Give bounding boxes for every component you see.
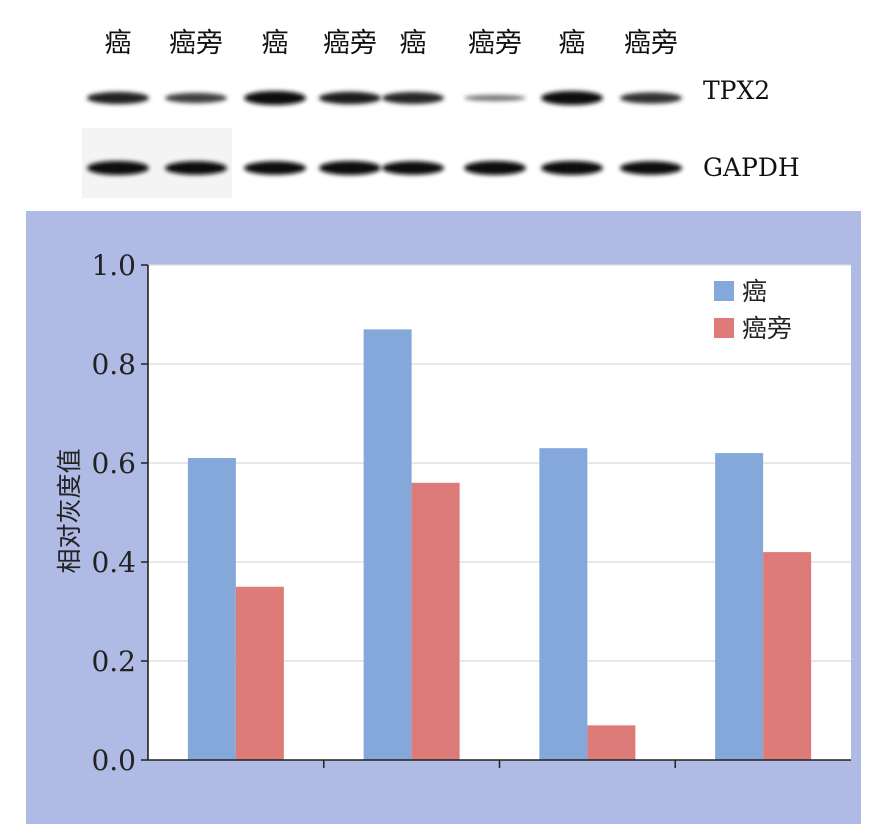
bar-adjacent [587, 725, 636, 760]
blot-band [541, 161, 603, 175]
blot-row-label-gapdh: GAPDH [703, 153, 800, 182]
western-blot: 癌癌旁癌癌旁癌癌旁癌癌旁 TPX2 GAPDH [82, 28, 800, 198]
y-tick-label: 1.0 [91, 249, 136, 282]
bar-adjacent [411, 482, 460, 760]
legend-label: 癌旁 [742, 314, 792, 343]
blot-band [87, 161, 149, 175]
blot-band [620, 92, 682, 104]
y-axis-label: 相对灰度值 [55, 448, 84, 573]
bar-adjacent [763, 552, 812, 760]
blot-band [464, 94, 526, 102]
blot-band [165, 161, 227, 175]
lane-label: 癌 [262, 28, 289, 59]
bar-tumor [363, 329, 412, 760]
blot-band [244, 161, 306, 175]
lane-label: 癌旁 [624, 28, 678, 59]
bar-adjacent [235, 586, 284, 760]
y-tick-label: 0.0 [91, 744, 136, 777]
blot-band [464, 161, 526, 175]
y-tick-label: 0.6 [91, 447, 136, 480]
blot-band [319, 91, 381, 105]
legend-label: 癌 [742, 277, 767, 306]
chart-panel: 0.0 0.2 0.4 0.6 0.8 1.0 癌癌旁 相对灰度值 [26, 211, 861, 824]
blot-band [541, 91, 603, 105]
legend-swatch [714, 281, 734, 301]
lane-label: 癌旁 [323, 28, 377, 59]
lane-label: 癌旁 [169, 28, 223, 59]
y-tick-label: 0.8 [91, 348, 136, 381]
blot-band [382, 92, 444, 104]
blot-band [87, 91, 149, 105]
lane-label: 癌 [559, 28, 586, 59]
lane-label: 癌 [105, 28, 132, 59]
blot-row-label-tpx2: TPX2 [703, 76, 770, 105]
bar-tumor [715, 453, 764, 760]
blot-band [165, 92, 227, 104]
legend-swatch [714, 318, 734, 338]
bar-tumor [187, 458, 236, 760]
lane-label: 癌 [400, 28, 427, 59]
bar-tumor [539, 448, 588, 760]
lane-label: 癌旁 [468, 28, 522, 59]
blot-band [319, 161, 381, 175]
y-tick-label: 0.4 [91, 546, 136, 579]
legend: 癌癌旁 [714, 277, 792, 343]
blot-band [620, 161, 682, 175]
blot-band [244, 91, 306, 105]
blot-band [382, 161, 444, 175]
y-tick-label: 0.2 [91, 645, 136, 678]
